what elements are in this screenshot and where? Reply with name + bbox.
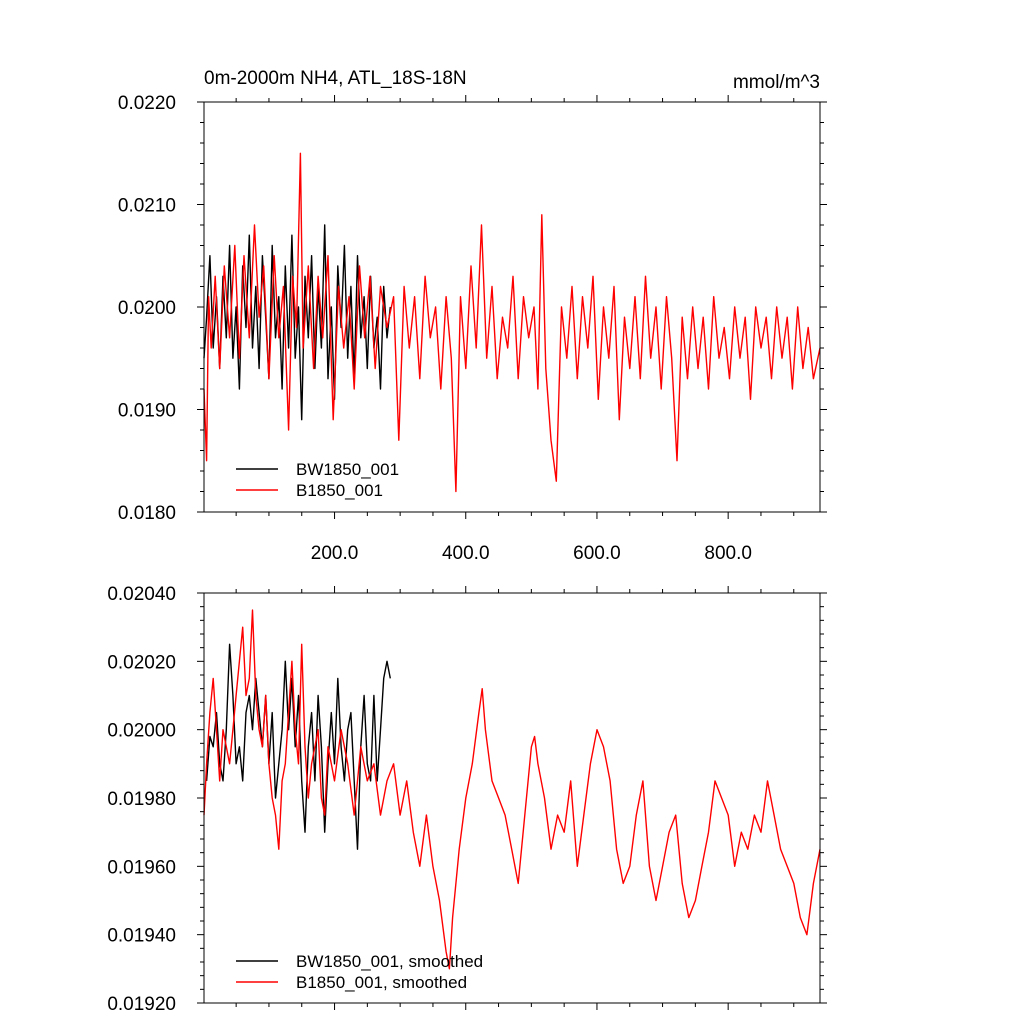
top-y-tick-label: 0.0220 xyxy=(118,93,176,114)
top-x-tick-label: 600.0 xyxy=(573,543,621,564)
bottom-y-tick-label: 0.01960 xyxy=(107,857,176,878)
top-y-tick-label: 0.0190 xyxy=(118,401,176,422)
bottom-y-tick-label: 0.02020 xyxy=(107,652,176,673)
top-legend-label-b1850: B1850_001 xyxy=(296,481,383,500)
bottom-y-tick-label: 0.01940 xyxy=(107,926,176,947)
top-y-tick-label: 0.0210 xyxy=(118,196,176,217)
top-series-line-b1850-001 xyxy=(203,152,821,493)
bottom-plot-frame xyxy=(203,592,821,1004)
bottom-series-group xyxy=(203,609,821,970)
top-y-tick-label: 0.0200 xyxy=(118,298,176,319)
top-series-line-bw1850-001 xyxy=(203,224,391,421)
bottom-axis-ticks xyxy=(197,586,827,1010)
top-y-tick-labels: 0.0180 0.0190 0.0200 0.0210 0.0220 xyxy=(118,93,176,524)
top-y-tick-label: 0.0180 xyxy=(118,503,176,524)
bottom-legend-label-bw1850: BW1850_001, smoothed xyxy=(296,952,483,971)
panel-top: 0m-2000m NH4, ATL_18S-18N mmol/m^3 0.018… xyxy=(118,68,827,564)
bottom-legend: BW1850_001, smoothed B1850_001, smoothed xyxy=(236,952,483,992)
bottom-y-tick-labels: 0.01920 0.01940 0.01960 0.01980 0.02000 0.020… xyxy=(107,584,176,1015)
panel-bottom: 0.01920 0.01940 0.01960 0.01980 0.02000 0.020… xyxy=(107,584,827,1015)
top-axis-ticks xyxy=(197,95,827,519)
bottom-y-tick-label: 0.02040 xyxy=(107,584,176,605)
bottom-legend-label-b1850: B1850_001, smoothed xyxy=(296,973,467,992)
top-x-tick-label: 200.0 xyxy=(311,543,359,564)
top-x-tick-label: 800.0 xyxy=(704,543,752,564)
bottom-series-line-b1850-001-smoothed xyxy=(203,609,821,970)
top-x-tick-labels: 200.0 400.0 600.0 800.0 xyxy=(311,543,752,564)
bottom-series-line-bw1850-001-smoothed xyxy=(205,643,391,850)
bottom-y-tick-label: 0.02000 xyxy=(107,721,176,742)
bottom-y-tick-label: 0.01980 xyxy=(107,789,176,810)
chart-units: mmol/m^3 xyxy=(733,72,820,93)
top-plot-frame xyxy=(203,101,821,513)
top-legend-label-bw1850: BW1850_001 xyxy=(296,460,399,479)
top-x-tick-label: 400.0 xyxy=(442,543,490,564)
top-series-group xyxy=(203,152,821,493)
bottom-y-tick-label: 0.01920 xyxy=(107,994,176,1015)
top-legend: BW1850_001 B1850_001 xyxy=(236,460,399,500)
chart-title: 0m-2000m NH4, ATL_18S-18N xyxy=(204,68,467,89)
